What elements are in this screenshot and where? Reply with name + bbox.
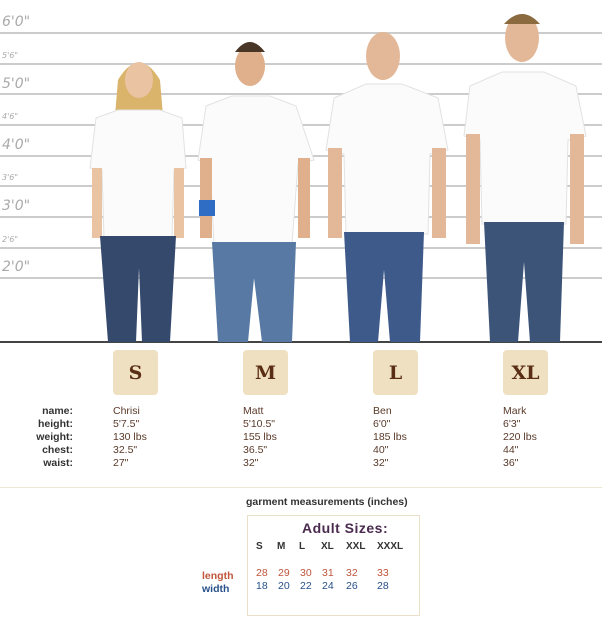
garment-size-header: L <box>299 541 306 552</box>
model-name: Mark <box>503 405 527 417</box>
model-waist: 32" <box>243 457 259 469</box>
stat-labels: name: height: weight: chest: waist: <box>0 405 73 470</box>
width-value: 26 <box>346 580 358 592</box>
garment-size-header: XXXL <box>377 541 404 552</box>
label-weight: weight: <box>36 431 73 443</box>
height-mark: 4'6" <box>2 112 19 121</box>
length-value: 29 <box>278 567 290 579</box>
model-height: 6'3" <box>503 418 521 430</box>
size-badge-m: M <box>243 350 288 395</box>
model-weight: 185 lbs <box>373 431 407 443</box>
models-photo <box>89 14 587 342</box>
size-badge-l: L <box>373 350 418 395</box>
model-height: 6'0" <box>373 418 391 430</box>
model-weight: 155 lbs <box>243 431 277 443</box>
model-height: 5'7.5" <box>113 418 140 430</box>
length-value: 32 <box>346 567 358 579</box>
garment-size-header: S <box>256 541 263 552</box>
model-chest: 32.5" <box>113 444 138 456</box>
garment-title: garment measurements (inches) <box>246 496 408 508</box>
height-line <box>0 63 602 65</box>
length-value: 30 <box>300 567 312 579</box>
model-waist: 36" <box>503 457 519 469</box>
width-value: 28 <box>377 580 389 592</box>
height-mark: 3'0" <box>2 198 31 214</box>
model-chrisi <box>89 62 187 342</box>
model-weight: 130 lbs <box>113 431 147 443</box>
model-weight: 220 lbs <box>503 431 537 443</box>
model-matt <box>197 42 315 342</box>
length-value: 31 <box>322 567 334 579</box>
model-chest: 36.5" <box>243 444 268 456</box>
model-stats-xl: Mark 6'3" 220 lbs 44" 36" <box>503 405 602 470</box>
model-chest: 40" <box>373 444 389 456</box>
size-badge-s: S <box>113 350 158 395</box>
model-mark <box>463 14 587 342</box>
height-mark: 2'0" <box>2 259 31 275</box>
height-line <box>0 32 602 34</box>
height-line <box>0 277 602 279</box>
label-chest: chest: <box>42 444 73 456</box>
model-waist: 32" <box>373 457 389 469</box>
model-stats-m: Matt 5'10.5" 155 lbs 36.5" 32" <box>243 405 353 470</box>
width-value: 24 <box>322 580 334 592</box>
height-line <box>0 93 602 95</box>
model-name: Matt <box>243 405 264 417</box>
section-divider <box>0 487 602 488</box>
height-line <box>0 247 602 249</box>
height-mark: 4'0" <box>2 137 31 153</box>
model-ben <box>325 32 449 342</box>
height-mark: 5'6" <box>2 51 19 60</box>
width-label: width <box>202 583 230 595</box>
adult-sizes-heading: Adult Sizes: <box>302 520 389 536</box>
label-height: height: <box>38 418 73 430</box>
height-mark: 5'0" <box>2 76 31 92</box>
model-waist: 27" <box>113 457 129 469</box>
model-stats-s: Chrisi 5'7.5" 130 lbs 32.5" 27" <box>113 405 223 470</box>
model-name: Ben <box>373 405 392 417</box>
label-waist: waist: <box>43 457 73 469</box>
garment-size-header: M <box>277 541 286 552</box>
garment-table-box <box>247 515 420 616</box>
height-mark: 2'6" <box>2 235 19 244</box>
length-value: 28 <box>256 567 268 579</box>
model-stats-l: Ben 6'0" 185 lbs 40" 32" <box>373 405 483 470</box>
garment-size-header: XXL <box>346 541 366 552</box>
garment-size-header: XL <box>321 541 334 552</box>
width-value: 20 <box>278 580 290 592</box>
height-mark: 6'0" <box>2 14 31 30</box>
model-chest: 44" <box>503 444 519 456</box>
width-value: 18 <box>256 580 268 592</box>
model-name: Chrisi <box>113 405 140 417</box>
length-value: 33 <box>377 567 389 579</box>
length-label: length <box>202 570 234 582</box>
model-height: 5'10.5" <box>243 418 276 430</box>
label-name: name: <box>42 405 73 417</box>
width-value: 22 <box>300 580 312 592</box>
size-badge-xl: XL <box>503 350 548 395</box>
height-mark: 3'6" <box>2 173 19 182</box>
